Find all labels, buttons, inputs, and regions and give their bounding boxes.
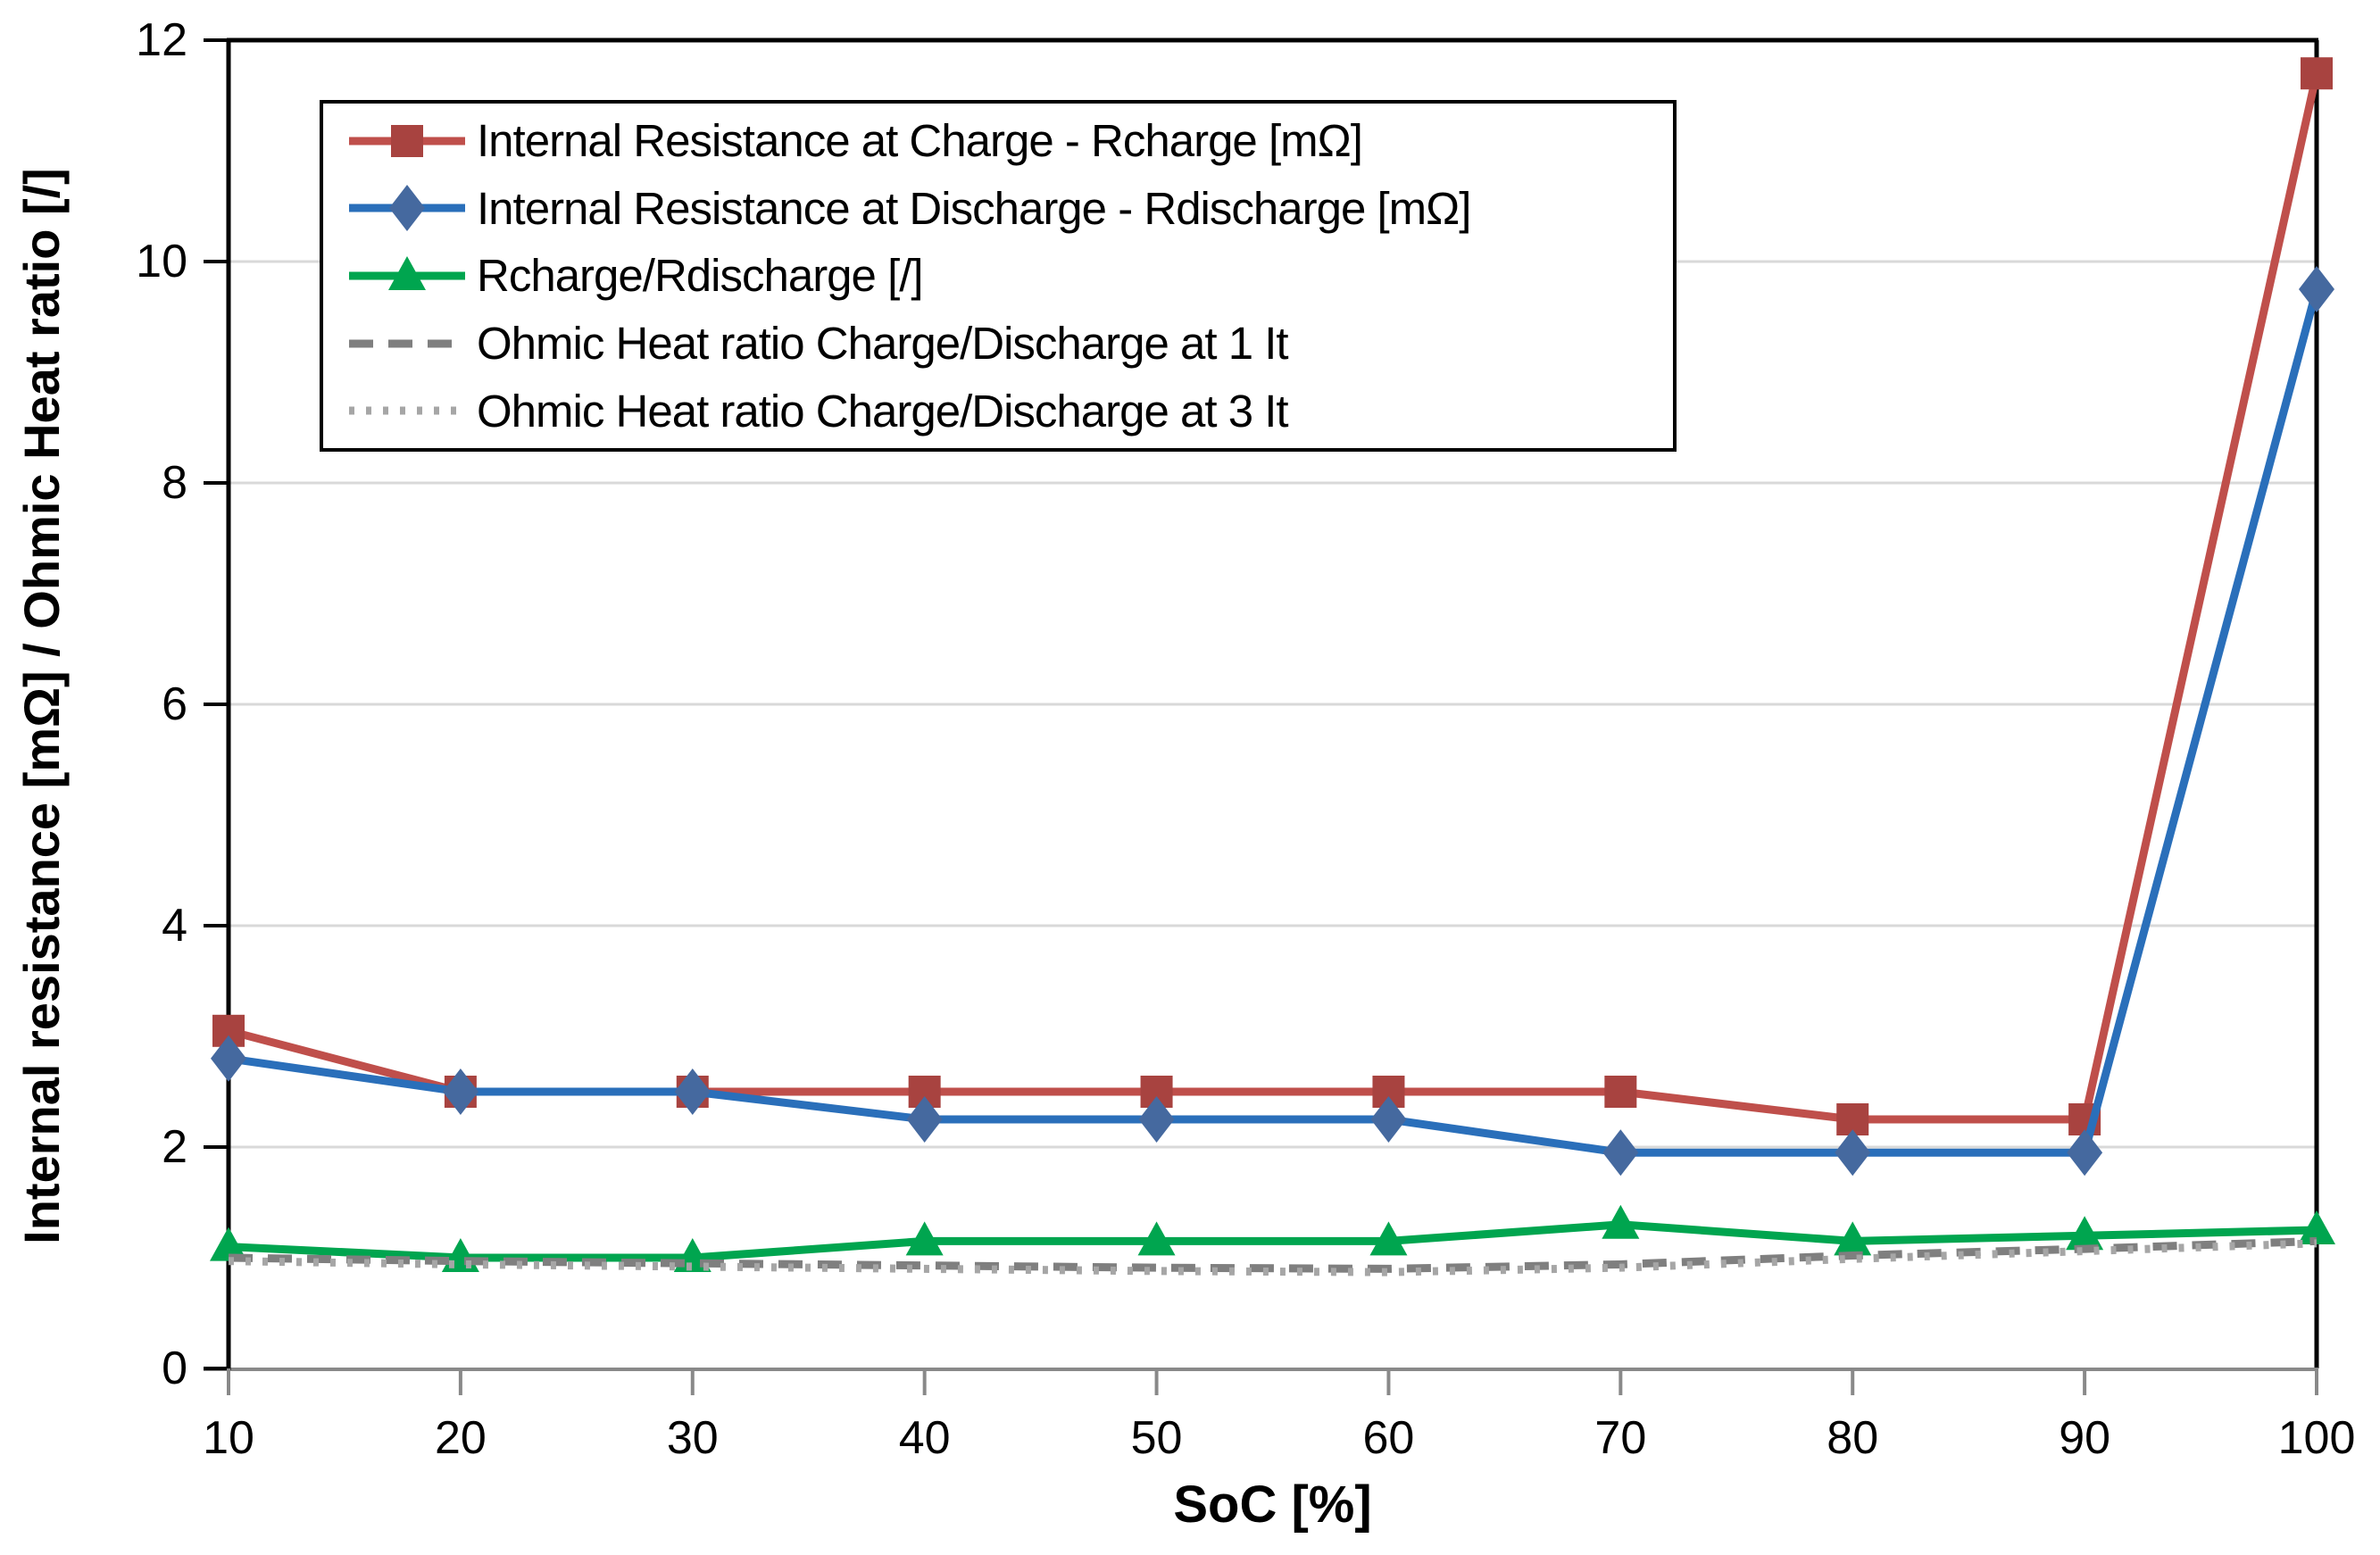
diamond-marker — [2067, 1129, 2103, 1177]
line-diamond-marker-icon — [349, 185, 465, 232]
square-marker — [1604, 1076, 1637, 1108]
series-line-2 — [228, 1220, 2318, 1262]
diamond-marker — [1370, 1096, 1407, 1143]
triangle-marker — [1834, 1221, 1872, 1256]
triangle-marker — [2066, 1216, 2104, 1251]
legend: Internal Resistance at Charge - Rcharge … — [320, 100, 1677, 452]
triangle-marker — [905, 1221, 944, 1256]
y-tick-label: 8 — [162, 457, 187, 509]
legend-item-ohmic-3it: Ohmic Heat ratio Charge/Discharge at 3 I… — [346, 384, 1664, 437]
x-tick-label: 100 — [2278, 1412, 2356, 1464]
diamond-marker — [211, 1035, 246, 1082]
series-3 — [228, 1236, 2318, 1273]
diamond-marker — [674, 1069, 711, 1115]
dotted-line-icon — [349, 406, 465, 415]
legend-item-rdischarge: Internal Resistance at Discharge - Rdisc… — [346, 181, 1664, 235]
legend-item-rcharge: Internal Resistance at Charge - Rcharge … — [346, 114, 1664, 168]
legend-label-ohmic-3it: Ohmic Heat ratio Charge/Discharge at 3 I… — [477, 385, 1289, 437]
x-tick-label: 30 — [667, 1412, 719, 1464]
triangle-marker — [1137, 1221, 1176, 1256]
diamond-marker — [442, 1069, 478, 1115]
diamond-marker — [2299, 266, 2334, 312]
dashed-line-icon — [349, 339, 465, 348]
series-line-1 — [228, 287, 2321, 1157]
diamond-marker — [1835, 1129, 1871, 1177]
x-tick-label: 50 — [1131, 1412, 1183, 1464]
diamond-marker — [906, 1096, 943, 1143]
x-tick-label: 80 — [1827, 1412, 1878, 1464]
x-tick-label: 90 — [2059, 1412, 2110, 1464]
y-tick-label: 6 — [162, 678, 187, 730]
legend-item-ratio: Rcharge/Rdischarge [/] — [346, 249, 1664, 303]
diamond-marker — [1602, 1129, 1639, 1177]
square-marker — [2301, 57, 2333, 90]
y-tick-label: 4 — [162, 900, 187, 952]
y-tick-label: 10 — [136, 236, 187, 287]
legend-label-ratio: Rcharge/Rdischarge [/] — [477, 250, 924, 302]
triangle-marker — [1369, 1221, 1408, 1256]
diamond-marker — [1138, 1096, 1175, 1143]
x-tick-label: 20 — [435, 1412, 487, 1464]
y-axis-title: Internal resistance [mΩ] / Ohmic Heat ra… — [13, 168, 70, 1244]
legend-label-ohmic-1it: Ohmic Heat ratio Charge/Discharge at 1 I… — [477, 318, 1289, 370]
x-tick-label: 60 — [1363, 1412, 1415, 1464]
y-tick-label: 0 — [162, 1343, 187, 1394]
y-tick-label: 12 — [136, 14, 187, 66]
series-2 — [210, 1204, 2335, 1272]
legend-item-ohmic-1it: Ohmic Heat ratio Charge/Discharge at 1 I… — [346, 317, 1664, 370]
x-tick-label: 70 — [1594, 1412, 1646, 1464]
series-line-3 — [228, 1236, 2318, 1273]
triangle-marker — [2298, 1210, 2335, 1244]
legend-label-rdischarge: Internal Resistance at Discharge - Rdisc… — [477, 182, 1471, 234]
x-axis-title: SoC [%] — [1173, 1476, 1372, 1534]
line-triangle-marker-icon — [349, 255, 465, 290]
x-tick-label: 40 — [899, 1412, 951, 1464]
triangle-marker — [210, 1227, 247, 1261]
x-tick-label: 10 — [203, 1412, 254, 1464]
legend-label-rcharge: Internal Resistance at Charge - Rcharge … — [477, 115, 1363, 167]
line-square-marker-icon — [349, 124, 465, 157]
series-1 — [211, 266, 2334, 1177]
triangle-marker — [1602, 1204, 1640, 1239]
y-tick-label: 2 — [162, 1121, 187, 1173]
